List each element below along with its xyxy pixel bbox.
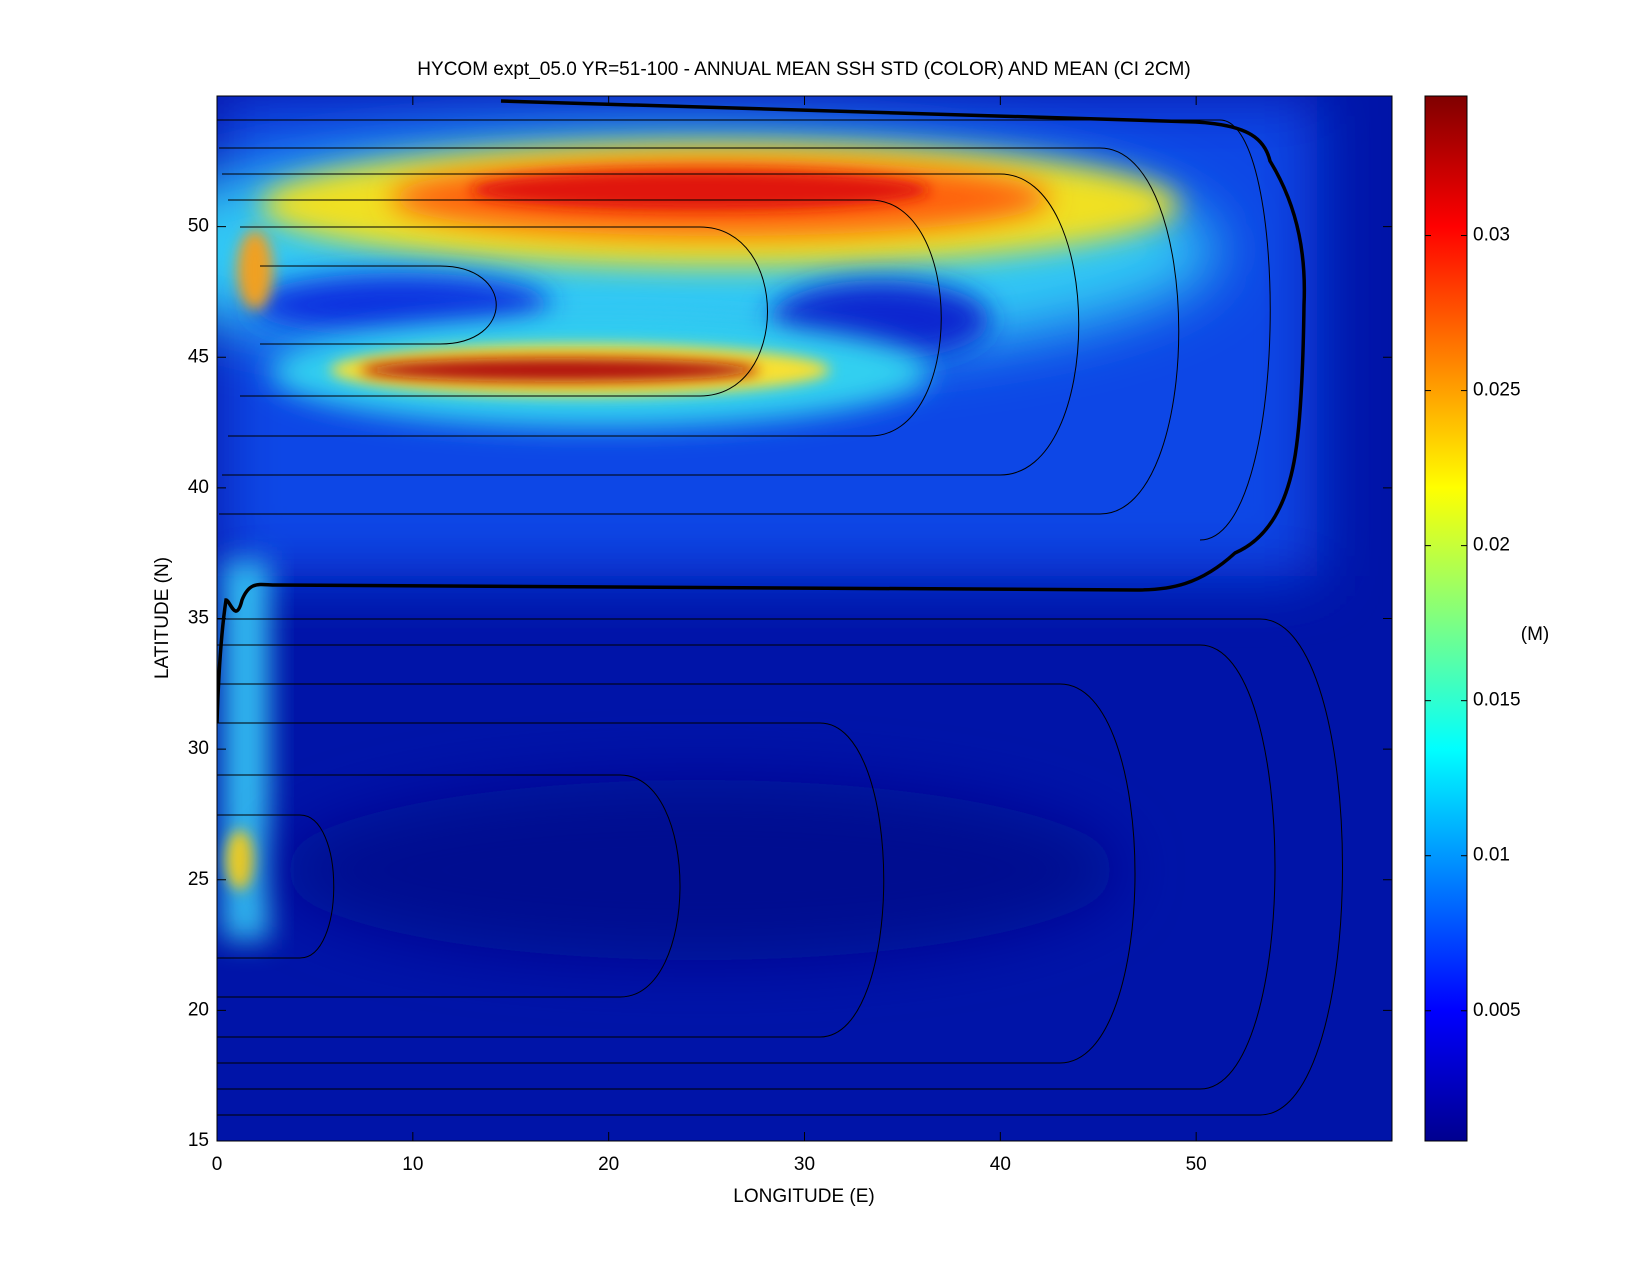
colorbar-label: (M) [1521, 624, 1549, 645]
x-tick-label: 20 [598, 1154, 619, 1175]
x-tick-label: 0 [212, 1154, 223, 1175]
y-tick-label: 40 [188, 477, 209, 498]
heatmap-field [217, 96, 1392, 1141]
y-tick-label: 35 [188, 608, 209, 629]
colorbar-tick-label: 0.01 [1473, 845, 1510, 866]
x-axis-label: LONGITUDE (E) [733, 1186, 874, 1207]
colorbar [1424, 95, 1468, 1142]
y-tick-label: 15 [188, 1130, 209, 1151]
colorbar-tick-label: 0.015 [1473, 690, 1521, 711]
colorbar-tick-label: 0.025 [1473, 380, 1521, 401]
y-tick-label: 50 [188, 216, 209, 237]
colorbar-tick-label: 0.02 [1473, 535, 1510, 556]
x-tick-label: 10 [402, 1154, 423, 1175]
x-tick-label: 30 [794, 1154, 815, 1175]
y-axis-label: LATITUDE (N) [152, 557, 173, 679]
y-tick-label: 30 [188, 738, 209, 759]
x-tick-label: 40 [990, 1154, 1011, 1175]
y-tick-label: 25 [188, 869, 209, 890]
colorbar-tick-label: 0.03 [1473, 225, 1510, 246]
y-tick-label: 45 [188, 346, 209, 367]
chart-title: HYCOM expt_05.0 YR=51-100 - ANNUAL MEAN … [417, 59, 1190, 80]
y-tick-label: 20 [188, 999, 209, 1020]
colorbar-tick-label: 0.005 [1473, 1000, 1521, 1021]
x-tick-label: 50 [1186, 1154, 1207, 1175]
